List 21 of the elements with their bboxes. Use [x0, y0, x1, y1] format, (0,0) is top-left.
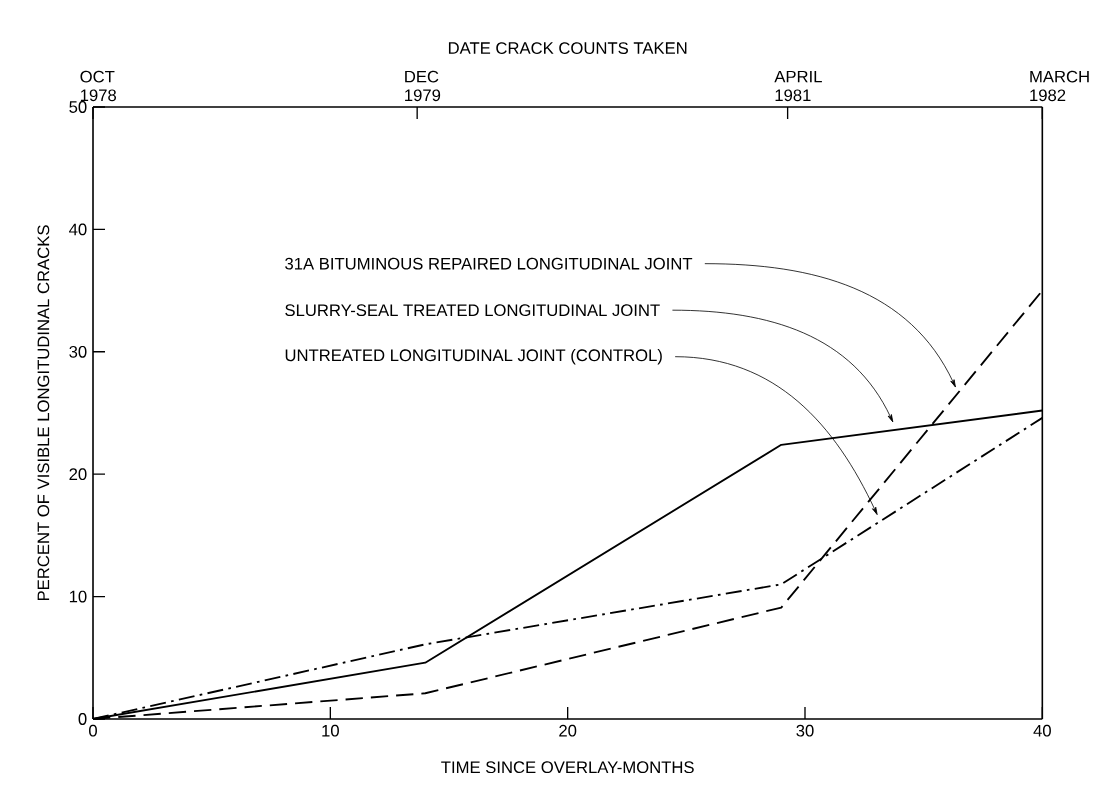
x2-tick-label: MARCH 1982	[1030, 70, 1089, 102]
x-tick-label: 40	[1033, 724, 1051, 737]
x-tick-label: 0	[89, 724, 97, 737]
x-axis-title: TIME SINCE OVERLAY-MONTHS	[441, 761, 694, 774]
y-tick-label: 40	[69, 223, 87, 236]
x-tick-label: 10	[322, 724, 339, 737]
y-tick-label: 50	[69, 101, 87, 113]
y-tick-label: 10	[69, 590, 87, 603]
annotation: SLURRY-SEAL TREATED LONGITUDINAL JOINT	[285, 304, 660, 317]
annotation: 31A BITUMINOUS REPAIRED LONGITUDINAL JOINT	[285, 257, 693, 270]
x2-tick-label: DEC 1979	[405, 70, 441, 102]
annotation: UNTREATED LONGITUDINAL JOINT (CONTROL)	[285, 348, 662, 365]
x2-tick-label: APRIL 1981	[774, 70, 822, 102]
y-tick-label: 30	[69, 345, 87, 358]
x2-tick-label: OCT 1978	[80, 70, 117, 102]
y-tick-label: 20	[69, 468, 87, 481]
x-tick-label: 20	[559, 724, 577, 737]
y-axis-title: PERCENT OF VISIBLE LONGITUDINAL CRACKS	[37, 225, 50, 601]
y-tick-label: 0	[78, 713, 87, 725]
x2-axis-title: DATE CRACK COUNTS TAKEN	[448, 42, 687, 54]
x-tick-label: 30	[796, 724, 814, 737]
